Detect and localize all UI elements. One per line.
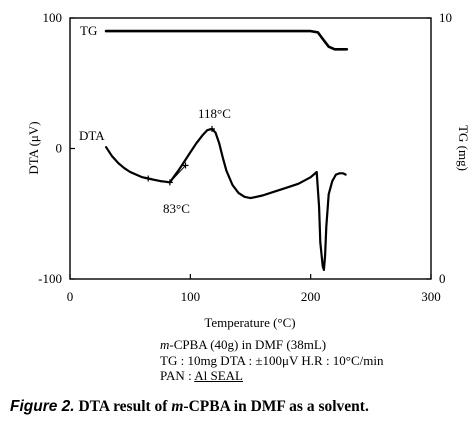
y-left-tick-label: 0 <box>56 141 63 156</box>
annotation-118: 118°C <box>198 106 231 121</box>
y-axis-right-label: TG (mg) <box>456 125 471 171</box>
x-tick-label: 200 <box>301 289 321 304</box>
y-right-tick-label: 10 <box>439 10 452 25</box>
point-marker <box>145 175 152 182</box>
x-tick-label: 100 <box>181 289 201 304</box>
baseline-line-left <box>148 178 170 183</box>
series-line-dta <box>104 127 347 271</box>
notes-m-prefix: m <box>160 337 170 352</box>
figure-number: Figure 2. <box>10 398 75 415</box>
y-right-tick-label: 0 <box>439 271 446 286</box>
notes-line-1-text: -CPBA (40g) in DMF (38mL) <box>169 337 327 352</box>
caption-italic-m: m <box>171 398 184 415</box>
figure-caption: Figure 2. DTA result of m-CPBA in DMF as… <box>10 398 369 416</box>
x-axis-label: Temperature (°C) <box>204 315 295 330</box>
notes-line-3: PAN : Al SEAL <box>160 368 384 384</box>
caption-text-before: DTA result of <box>78 398 172 415</box>
experiment-notes: m-CPBA (40g) in DMF (38mL) TG : 10mg DTA… <box>160 337 384 384</box>
tg-series-label: TG <box>80 23 97 38</box>
point-marker <box>182 162 189 169</box>
y-left-tick-label: 100 <box>43 10 63 25</box>
x-tick-label: 0 <box>67 289 74 304</box>
dta-series-label: DTA <box>79 128 105 143</box>
annotation-83: 83°C <box>163 201 190 216</box>
y-left-tick-label: -100 <box>38 271 62 286</box>
notes-line-1: m-CPBA (40g) in DMF (38mL) <box>160 337 384 353</box>
point-marker <box>166 179 173 186</box>
notes-line-2: TG : 10mg DTA : ±100μV H.R : 10°C/min <box>160 352 384 368</box>
plot-frame <box>69 17 432 280</box>
x-tick-label: 300 <box>421 289 441 304</box>
point-marker <box>208 125 215 132</box>
y-axis-left-label: DTA (μV) <box>26 121 41 174</box>
notes-pan-value: Al SEAL <box>194 368 243 383</box>
notes-pan-prefix: PAN : <box>160 368 195 383</box>
caption-text-after: -CPBA in DMF as a solvent. <box>183 398 369 415</box>
series-line-tg <box>104 29 349 51</box>
baseline-line-right <box>169 165 186 183</box>
